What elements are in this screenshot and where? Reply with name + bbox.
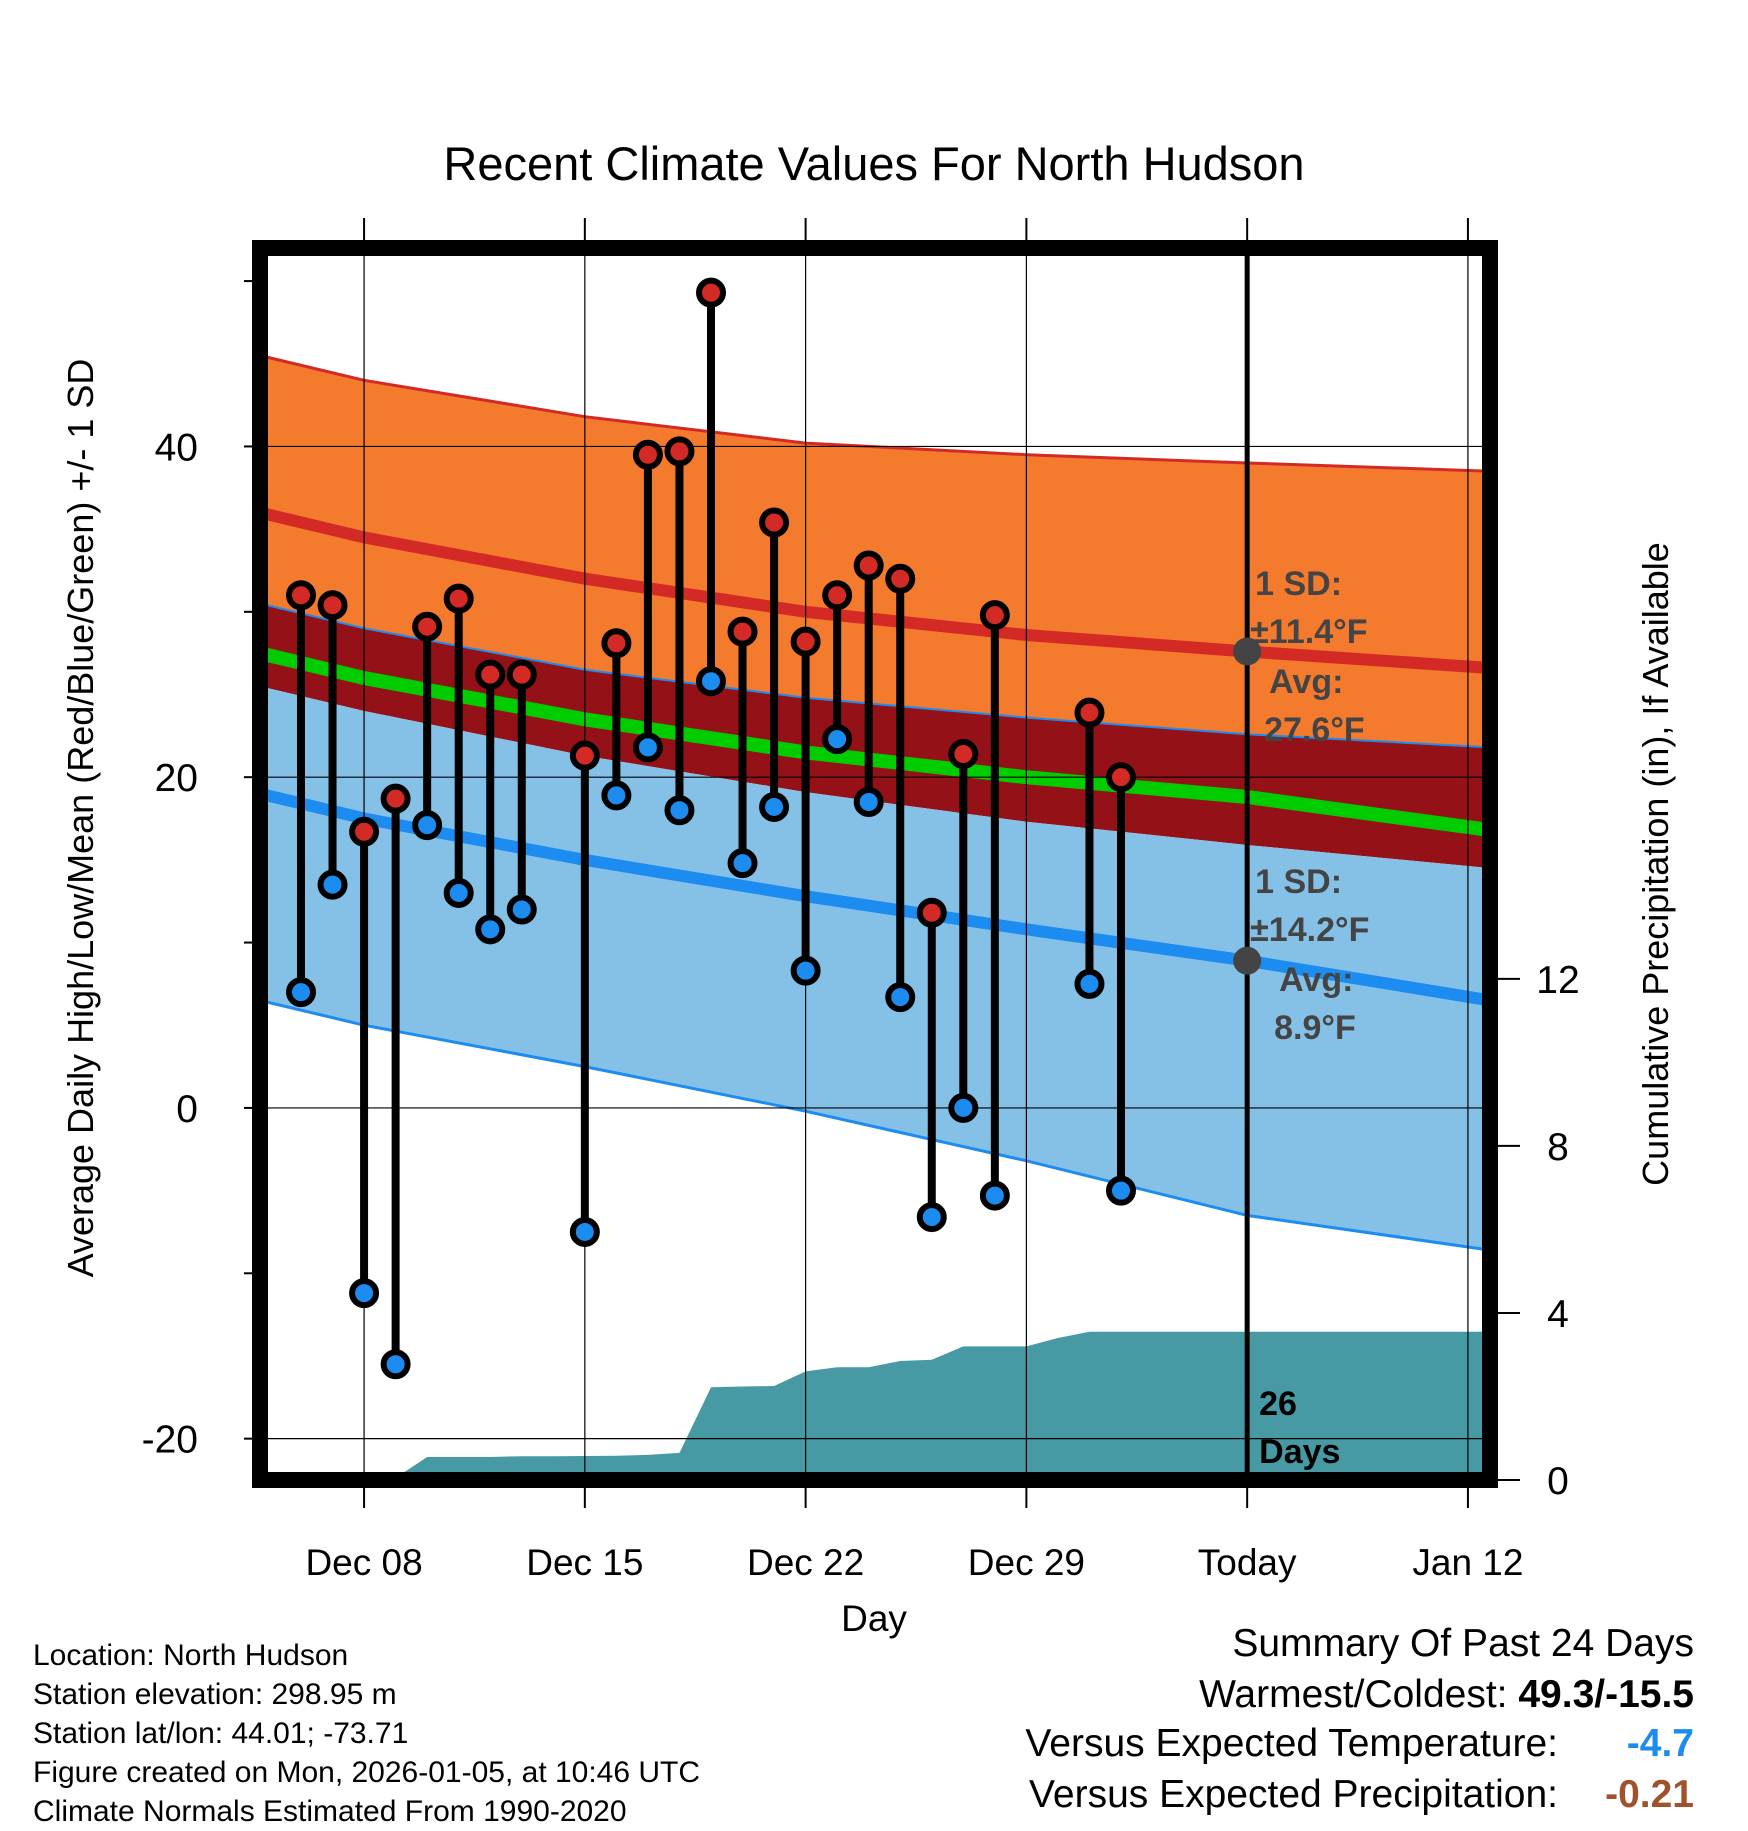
precip-anomaly-label: Versus Expected Precipitation: xyxy=(1029,1773,1558,1816)
high-sd-label: 1 SD: xyxy=(1255,565,1342,603)
high-point xyxy=(979,600,1010,631)
high-point xyxy=(317,590,348,621)
created-text: Figure created on Mon, 2026-01-05, at 10… xyxy=(33,1756,701,1789)
low-point xyxy=(664,795,695,826)
precip-anomaly-value: -0.21 xyxy=(1605,1773,1694,1816)
latlon-text: Station lat/lon: 44.01; -73.71 xyxy=(33,1717,409,1750)
y2-tick-label: 0 xyxy=(1547,1460,1569,1503)
high-point xyxy=(885,563,916,594)
low-sd-band xyxy=(260,686,1490,1251)
low-point xyxy=(885,982,916,1013)
low-point xyxy=(822,724,853,755)
low-point xyxy=(506,894,537,925)
high-avg-label: Avg: xyxy=(1269,663,1343,701)
low-point xyxy=(1074,968,1105,999)
plot-frame xyxy=(252,240,1498,1488)
days-word-text: Days xyxy=(1259,1433,1340,1471)
high-point xyxy=(948,739,979,770)
y2-tick-label: 12 xyxy=(1536,959,1579,1002)
x-tick-label: Dec 08 xyxy=(305,1542,422,1583)
low-point xyxy=(380,1349,411,1380)
high-point xyxy=(822,580,853,611)
high-point xyxy=(632,439,663,470)
low-point xyxy=(916,1202,947,1233)
y-tick-label: 40 xyxy=(155,426,198,469)
y2-tick-label: 8 xyxy=(1547,1126,1569,1169)
high-point xyxy=(790,626,821,657)
normals-text: Climate Normals Estimated From 1990-2020 xyxy=(33,1795,627,1828)
high-point xyxy=(412,611,443,642)
low-point xyxy=(569,1216,600,1247)
high-point xyxy=(286,580,316,611)
low-point xyxy=(696,666,726,697)
location-text: Location: North Hudson xyxy=(33,1639,349,1672)
station-metadata: Location: North Hudson Station elevation… xyxy=(33,1636,700,1831)
low-point xyxy=(727,848,758,879)
low-point xyxy=(475,914,506,945)
y2-tick-label: 4 xyxy=(1547,1293,1569,1336)
high-point xyxy=(443,583,474,614)
y-axis-label: Average Daily High/Low/Mean (Red/Blue/Gr… xyxy=(60,359,101,1278)
low-point xyxy=(1106,1175,1136,1206)
low-point xyxy=(632,732,663,763)
low-point xyxy=(412,810,443,841)
high-point xyxy=(664,436,695,467)
x-tick-label: Today xyxy=(1198,1542,1297,1583)
high-avg-dot xyxy=(1233,637,1262,666)
high-point xyxy=(1074,697,1105,728)
high-point xyxy=(1106,762,1136,793)
warm-cold-value: 49.3/-15.5 xyxy=(1518,1673,1694,1716)
low-point xyxy=(948,1092,979,1123)
x-tick-label: Dec 22 xyxy=(747,1542,864,1583)
y-tick-label: 20 xyxy=(155,757,198,800)
low-sd-value: ±14.2°F xyxy=(1250,911,1369,949)
high-sd-value: ±11.4°F xyxy=(1250,613,1367,651)
high-point xyxy=(696,277,726,308)
high-point xyxy=(759,507,790,538)
x-tick-label: Dec 29 xyxy=(968,1542,1085,1583)
high-point xyxy=(475,659,506,690)
low-sd-label: 1 SD: xyxy=(1255,863,1342,901)
days-count-text: 26 xyxy=(1259,1385,1297,1423)
low-avg-dot xyxy=(1233,946,1262,975)
y2-axis-label: Cumulative Precipitation (in), If Availa… xyxy=(1635,542,1676,1186)
low-point xyxy=(790,955,821,986)
high-point xyxy=(380,783,411,814)
y-tick-label: 0 xyxy=(176,1088,198,1131)
low-point xyxy=(759,791,790,822)
x-tick-label: Jan 12 xyxy=(1412,1542,1523,1583)
low-point xyxy=(443,877,474,908)
low-point xyxy=(349,1278,380,1309)
temp-anomaly-label: Versus Expected Temperature: xyxy=(1025,1722,1558,1765)
high-point xyxy=(601,628,632,659)
low-point xyxy=(286,977,316,1008)
low-point xyxy=(601,780,632,811)
x-tick-label: Dec 15 xyxy=(526,1542,643,1583)
precip-area xyxy=(260,1331,1490,1480)
axes: -20 0 20 40 0 4 8 12 Dec 08 Dec 15 Dec 22 Dec 29 Tod… xyxy=(142,218,1580,1583)
high-point xyxy=(727,616,758,647)
low-avg-label: Avg: xyxy=(1279,961,1353,999)
high-point xyxy=(349,816,380,847)
high-point xyxy=(569,740,600,771)
high-point xyxy=(916,897,947,928)
low-point xyxy=(317,869,348,900)
high-point xyxy=(853,550,884,581)
chart-title: Recent Climate Values For North Hudson xyxy=(443,137,1304,190)
high-avg-value: 27.6°F xyxy=(1264,711,1365,749)
high-point xyxy=(506,659,537,690)
x-axis-label: Day xyxy=(841,1598,907,1639)
low-point xyxy=(853,786,884,817)
y-tick-label: -20 xyxy=(142,1419,198,1462)
elevation-text: Station elevation: 298.95 m xyxy=(33,1678,397,1711)
plot-area: 1 SD: ±11.4°F Avg: 27.6°F 1 SD: ±14.2°F Avg: 8.… xyxy=(258,248,1491,1480)
warm-cold-label: Warmest/Coldest: xyxy=(1199,1673,1519,1716)
mean-sd-band xyxy=(260,603,1490,869)
low-avg-value: 8.9°F xyxy=(1274,1009,1356,1047)
warm-cold-row: Warmest/Coldest: 49.3/-15.5 xyxy=(1199,1673,1694,1717)
temp-anomaly-value: -4.7 xyxy=(1626,1722,1694,1765)
low-point xyxy=(979,1180,1010,1211)
summary-title: Summary Of Past 24 Days xyxy=(1232,1622,1694,1665)
